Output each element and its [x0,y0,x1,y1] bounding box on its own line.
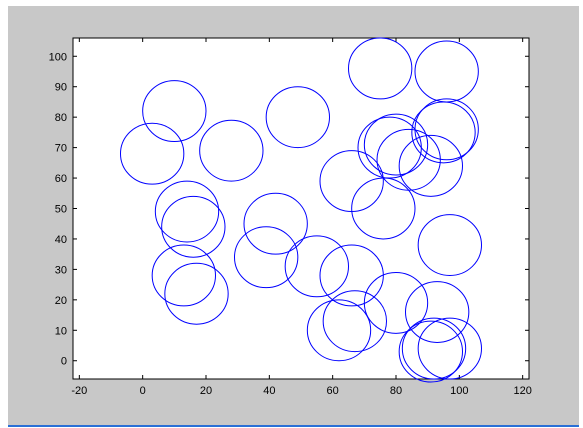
circle-marker [161,195,226,258]
y-tick-label: 40 [55,234,67,246]
axes-background [72,37,530,380]
x-tick-label: 120 [513,385,531,397]
y-tick-label: 80 [55,112,67,124]
circle-marker [357,116,422,179]
circle-marker [233,226,299,289]
circle-marker [164,262,229,325]
circle-marker [319,244,384,307]
circle-marker [348,37,413,100]
circle-marker [417,317,483,380]
x-tick-label: 20 [200,385,212,397]
circle-marker [199,119,264,182]
x-tick-label: 80 [390,385,402,397]
circle-marker [417,214,483,276]
x-tick-label: -20 [71,385,87,397]
circle-marker [151,244,216,307]
circle-markers [120,37,483,383]
y-tick-label: 50 [55,204,67,216]
y-tick-label: 60 [55,173,67,185]
window-bottom-border [8,425,579,427]
y-axis: 0 10 20 30 40 50 60 70 80 90 100 [49,51,529,368]
circle-marker [405,281,470,343]
circle-marker [322,290,388,353]
circle-marker [154,180,220,243]
x-tick-label: 60 [327,385,339,397]
y-tick-label: 90 [55,82,67,94]
x-axis: -20 0 20 40 60 80 100 120 [71,38,532,397]
circle-marker [284,235,350,298]
circle-marker [243,192,308,255]
circle-marker [398,320,464,383]
x-tick-label: 40 [263,385,275,397]
y-tick-label: 20 [55,295,67,307]
y-tick-label: 0 [61,356,67,368]
circle-marker [265,86,331,149]
circle-marker [142,80,207,143]
x-tick-label: 100 [450,385,468,397]
circle-marker [398,134,464,197]
y-tick-label: 100 [49,51,67,63]
circle-marker [363,113,429,176]
circle-marker [120,122,185,185]
x-tick-label: 0 [140,385,146,397]
circle-marker [401,317,467,380]
y-tick-label: 70 [55,143,67,155]
circle-marker [306,299,372,362]
y-tick-label: 30 [55,264,67,276]
y-tick-label: 10 [55,325,67,337]
circle-marker [411,101,476,164]
circle-marker [363,271,429,334]
circle-marker [351,177,416,240]
